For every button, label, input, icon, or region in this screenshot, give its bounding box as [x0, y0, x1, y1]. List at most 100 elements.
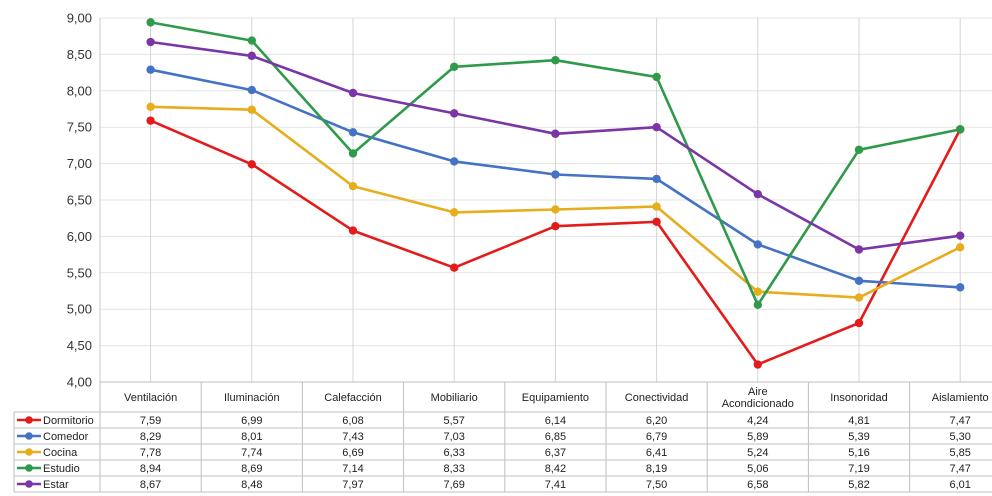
x-tick-label: Conectividad	[625, 392, 689, 404]
data-point	[551, 129, 560, 138]
data-point	[652, 202, 661, 211]
legend-key-marker	[25, 416, 33, 424]
data-label: 8,94	[140, 463, 161, 475]
data-point	[652, 123, 661, 132]
data-point	[348, 149, 358, 158]
data-label: 8,69	[241, 463, 262, 475]
data-label: 7,19	[848, 463, 869, 475]
data-label: 8,33	[443, 463, 464, 475]
data-point	[652, 217, 661, 227]
data-label: 7,97	[342, 479, 363, 491]
data-point	[753, 189, 762, 199]
data-label: 8,42	[545, 463, 566, 475]
data-point	[551, 56, 560, 65]
data-label: 8,01	[241, 431, 262, 443]
data-label: 7,14	[342, 463, 363, 475]
y-tick-label: 5,50	[67, 265, 92, 280]
data-label: 6,41	[646, 447, 667, 459]
series-lines	[146, 18, 965, 369]
data-point	[956, 231, 965, 240]
data-label: 7,43	[342, 431, 363, 443]
data-label: 6,14	[545, 415, 566, 427]
data-label: 6,79	[646, 431, 667, 443]
y-tick-label: 5,00	[67, 302, 92, 317]
data-label: 6,69	[342, 447, 363, 459]
data-point	[247, 36, 256, 45]
x-tick-label: Aire Acondicionado	[722, 386, 794, 410]
data-point	[854, 293, 864, 302]
data-point	[753, 240, 762, 249]
data-label: 7,59	[140, 415, 161, 427]
grid-lines	[99, 17, 992, 383]
data-label: 6,58	[747, 479, 768, 491]
data-label: 5,85	[949, 447, 970, 459]
data-label: 5,24	[747, 447, 768, 459]
data-label: 6,37	[545, 447, 566, 459]
y-tick-label: 9,00	[67, 11, 92, 26]
data-label: 5,30	[949, 431, 970, 443]
data-point	[551, 205, 560, 214]
data-point	[652, 72, 661, 82]
y-tick-label: 8,50	[67, 47, 92, 62]
data-point	[854, 318, 864, 328]
legend-key-marker	[25, 480, 33, 488]
data-label: 5,57	[443, 415, 464, 427]
legend-entry: Estar	[43, 479, 69, 491]
data-point	[652, 174, 661, 184]
y-tick-label: 6,50	[67, 193, 92, 208]
x-tick-label: Aislamiento	[932, 392, 989, 404]
data-label: 6,33	[443, 447, 464, 459]
data-label: 7,74	[241, 447, 262, 459]
data-point	[551, 170, 560, 179]
data-point	[146, 116, 155, 125]
data-point	[348, 88, 358, 98]
data-point	[450, 263, 459, 272]
data-point	[450, 62, 459, 71]
data-point	[247, 51, 256, 61]
data-point	[551, 222, 560, 231]
data-point	[956, 243, 965, 252]
data-point	[348, 181, 358, 191]
data-label: 5,82	[848, 479, 869, 491]
legend-key-marker	[25, 448, 33, 456]
data-point	[753, 287, 762, 296]
y-tick-label: 7,00	[67, 156, 92, 171]
data-point	[956, 125, 965, 134]
data-point	[247, 160, 256, 169]
data-label: 6,20	[646, 415, 667, 427]
x-tick-label: Equipamiento	[522, 392, 589, 404]
y-axis-ticks: 4,00 4,50 5,00 5,50 6,00 6,50 7,00 7,50 8,00 8,50…	[67, 11, 92, 390]
data-point	[753, 360, 762, 369]
data-label: 4,81	[848, 415, 869, 427]
data-label: 7,50	[646, 479, 667, 491]
data-label: 8,67	[140, 479, 161, 491]
data-label: 5,16	[848, 447, 869, 459]
data-point	[450, 208, 459, 217]
data-label: 5,39	[848, 431, 869, 443]
data-point	[146, 65, 155, 74]
data-point	[247, 105, 256, 114]
legend-entry: Comedor	[43, 431, 89, 443]
data-label: 7,78	[140, 447, 161, 459]
data-label: 5,06	[747, 463, 768, 475]
data-label: 6,01	[949, 479, 970, 491]
y-tick-label: 6,00	[67, 229, 92, 244]
legend-entry: Estudio	[43, 463, 80, 475]
data-label: 6,99	[241, 415, 262, 427]
legend-key-marker	[25, 432, 33, 440]
data-point	[348, 226, 358, 235]
y-tick-label: 8,00	[67, 83, 92, 98]
x-tick-label: Insonoridad	[830, 392, 888, 404]
y-tick-label: 4,50	[67, 338, 92, 353]
data-point	[146, 18, 155, 27]
data-label: 4,24	[747, 415, 768, 427]
data-label: 5,89	[747, 431, 768, 443]
x-tick-label: Mobiliario	[431, 392, 478, 404]
x-tick-label: Iluminación	[224, 392, 280, 404]
data-point	[450, 109, 459, 118]
data-point	[956, 283, 965, 292]
data-label: 8,48	[241, 479, 262, 491]
data-point	[146, 37, 155, 47]
data-label: 6,08	[342, 415, 363, 427]
